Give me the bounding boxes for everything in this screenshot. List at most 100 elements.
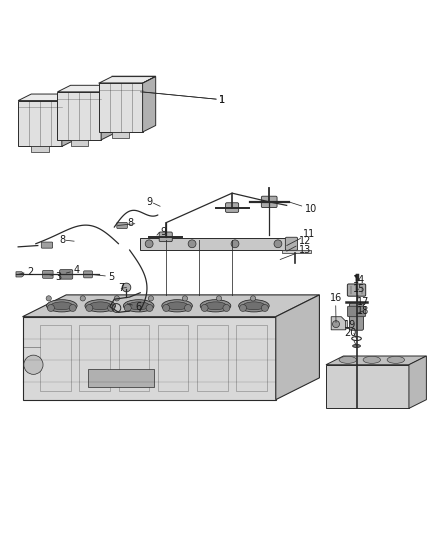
Circle shape [188,240,196,248]
Ellipse shape [85,300,116,312]
FancyBboxPatch shape [60,270,73,279]
Polygon shape [276,295,319,400]
Polygon shape [62,94,75,147]
Ellipse shape [387,357,405,364]
Circle shape [184,304,191,311]
Circle shape [201,304,208,311]
Text: 16: 16 [329,293,342,322]
Circle shape [223,304,230,311]
Ellipse shape [46,300,77,312]
FancyBboxPatch shape [117,222,127,229]
Text: 1: 1 [141,92,225,104]
Polygon shape [112,132,130,138]
Text: 14: 14 [353,276,365,286]
Text: 9: 9 [160,228,166,237]
Polygon shape [326,356,426,365]
Circle shape [274,240,282,248]
Text: 15: 15 [353,284,365,294]
Polygon shape [283,250,311,253]
Ellipse shape [124,300,154,312]
Polygon shape [99,77,155,83]
FancyBboxPatch shape [226,203,239,212]
Text: 1: 1 [143,92,225,104]
Polygon shape [143,77,155,132]
Text: 11: 11 [287,229,315,246]
Polygon shape [101,85,114,140]
Circle shape [86,304,93,311]
Polygon shape [57,85,114,92]
Circle shape [24,355,43,374]
Circle shape [162,304,170,311]
Polygon shape [31,147,49,152]
Polygon shape [18,101,62,147]
FancyBboxPatch shape [350,303,364,330]
FancyBboxPatch shape [42,270,53,278]
Polygon shape [71,140,88,146]
Ellipse shape [166,302,188,310]
Text: 2: 2 [18,266,33,277]
Text: 19: 19 [344,320,357,338]
FancyBboxPatch shape [41,242,53,248]
Circle shape [355,274,358,278]
Circle shape [240,304,247,311]
Text: 7: 7 [118,284,127,293]
Ellipse shape [205,302,226,310]
Text: 4: 4 [66,265,79,276]
Circle shape [148,296,153,301]
Circle shape [114,296,120,301]
Circle shape [146,304,153,311]
Text: 5: 5 [90,271,114,281]
FancyBboxPatch shape [159,232,172,241]
Circle shape [69,304,76,311]
Polygon shape [22,295,319,317]
FancyBboxPatch shape [84,271,92,278]
Text: 17: 17 [357,297,369,308]
FancyBboxPatch shape [88,369,153,386]
Text: 10: 10 [289,202,317,214]
Polygon shape [326,365,409,408]
Text: 8: 8 [128,218,134,228]
Circle shape [231,240,239,248]
Circle shape [332,321,339,328]
Text: 13: 13 [280,245,311,260]
Ellipse shape [239,300,269,312]
Ellipse shape [243,302,265,310]
FancyBboxPatch shape [286,237,297,251]
Ellipse shape [200,300,231,312]
Polygon shape [99,83,143,132]
Circle shape [261,304,268,311]
Polygon shape [22,317,276,400]
FancyBboxPatch shape [347,306,366,317]
Polygon shape [16,272,23,277]
Circle shape [216,296,222,301]
Text: 12: 12 [287,236,311,251]
Text: 8: 8 [59,235,65,245]
Ellipse shape [51,302,73,310]
Text: 6: 6 [127,302,141,312]
Ellipse shape [339,357,357,364]
FancyBboxPatch shape [141,238,287,250]
Polygon shape [331,317,346,330]
Text: 20: 20 [344,328,357,346]
Circle shape [145,240,153,248]
FancyBboxPatch shape [261,196,277,207]
Ellipse shape [162,300,192,312]
Text: 3: 3 [48,271,62,281]
Circle shape [108,304,115,311]
Circle shape [251,296,256,301]
Text: 9: 9 [146,197,152,207]
Polygon shape [57,92,101,140]
Polygon shape [409,356,426,408]
Circle shape [80,296,85,301]
Polygon shape [18,94,75,101]
Ellipse shape [128,302,150,310]
Ellipse shape [363,357,381,364]
FancyBboxPatch shape [347,284,366,296]
Circle shape [124,304,131,311]
Circle shape [47,304,54,311]
Circle shape [46,296,51,301]
Ellipse shape [353,344,360,348]
Circle shape [122,283,131,292]
Text: 18: 18 [357,306,369,316]
Circle shape [182,296,187,301]
